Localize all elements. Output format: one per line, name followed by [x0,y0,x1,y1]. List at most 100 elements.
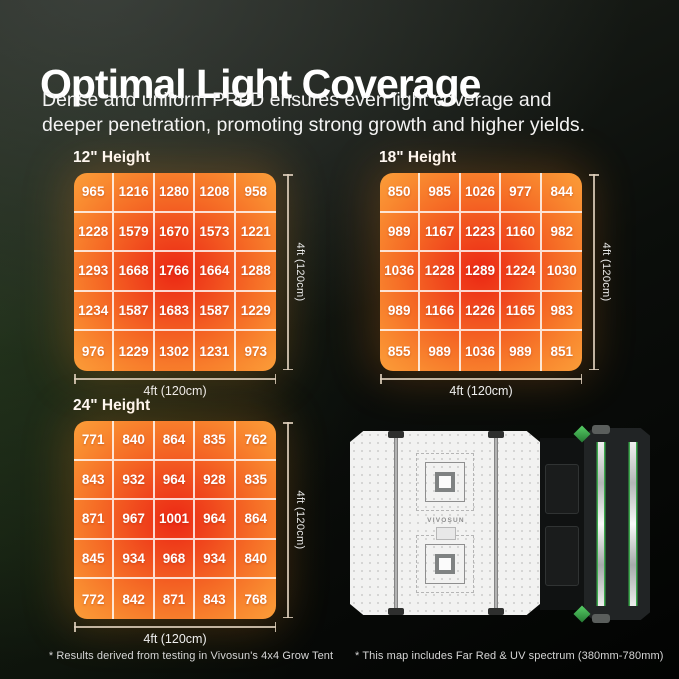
panel-hinge-seam [494,431,498,615]
heatmap-cell: 982 [541,213,582,253]
heatmap-cell: 989 [420,331,461,371]
heatmap-cell: 1216 [114,173,155,213]
vertical-dimension-label: 4ft (120cm) [294,242,306,302]
dimension-line [380,375,582,383]
heatmap-cell: 835 [195,421,236,461]
page-subtitle: Dense and uniform PPFD ensures even ligh… [42,88,585,139]
heatmap-cell: 771 [74,421,115,461]
page-title: Optimal Light Coverage [40,61,481,108]
heatmap-cell: 768 [244,591,268,607]
heatmap-cell: 1288 [235,252,276,292]
heatmap-cell: 845 [74,539,115,580]
horizontal-dimension-24in: 4ft (120cm) [74,623,276,652]
heatmap-cell: 1766 [154,252,196,292]
heatmap-wrap: 965 1216 1280 1208 958 1228 1579 1670 1573 1221 12… [74,173,306,371]
heatmap-cell: 1231 [195,331,236,371]
heatmap-cell: 1664 [195,252,236,292]
heatmap-cell: 1036 [461,331,502,371]
brand-logo: VIVOSUN [427,517,465,524]
heatmap-cell: 840 [235,540,276,580]
heatmap-cell: 976 [74,331,115,371]
heatmap-cell: 1668 [114,252,155,292]
heatmap-cell: 932 [114,460,155,501]
footnote-left: * Results derived from testing in Vivosu… [48,650,334,662]
subtitle-line-2: deeper penetration, promoting strong gro… [42,114,586,137]
vertical-dimension-18in: 4ft (120cm) [590,174,619,370]
heatmap-cell: 1226 [460,291,502,332]
heatmap-cell: 1234 [74,291,115,332]
heatmap-cell: 1166 [420,291,461,332]
heatmap-cell: 1030 [541,252,582,292]
hinge-bracket [388,431,404,438]
heatmap-cell: 871 [155,579,196,619]
heatmap-cell: 1587 [195,291,236,332]
hinge-bracket [488,608,504,615]
heatmap-cell: 840 [114,421,155,461]
heatmap-cell: 1223 [460,212,502,253]
heatmap-cell: 850 [380,173,421,213]
heatmap-cell: 973 [244,343,268,359]
heatmap-cell: 989 [380,212,421,253]
corner-knob [592,425,610,434]
heatmap-cell: 967 [114,500,155,540]
heatmap-cell: 977 [501,173,542,213]
heatmap-cell: 928 [195,460,236,501]
vertical-dimension-12in: 4ft (120cm) [284,174,313,370]
dimension-line [74,623,276,631]
heatmap-cell: 989 [380,291,421,332]
reflective-strip [630,442,636,606]
heatmap-cell: 934 [114,539,155,580]
vertical-dimension-label: 4ft (120cm) [294,490,306,550]
fixture-back-panel [584,428,650,620]
heatmap-cell: 772 [74,579,115,619]
panel-hinge-seam [394,431,398,615]
heatmap-title-12in: 12" Height [73,149,151,166]
heatmap-cell: 958 [235,173,276,213]
heatmap-cell: 985 [420,173,461,213]
led-cluster-icon [416,453,474,511]
heatmap-cell: 1221 [235,213,276,253]
heatmap-grid-18in: 850 985 1026 977 844 989 1167 1223 1160 982 1036 12… [380,173,582,371]
vertical-dimension-label: 4ft (120cm) [600,242,612,302]
heatmap-panel-24in: 24" Height 771 840 864 835 762 843 932 964 928 83… [73,398,324,652]
heatmap-cell: 989 [501,331,542,371]
heatmap-cell: 1293 [74,252,115,292]
heatmap-cell: 1036 [380,252,421,292]
heatmap-cell: 1001 [154,500,196,540]
heatmap-wrap: 850 985 1026 977 844 989 1167 1223 1160 982 1036 12… [380,173,612,371]
dimension-line [284,422,292,618]
heatmap-cell: 843 [195,579,236,619]
heatmap-cell: 1289 [460,252,502,292]
heatmap-cell: 855 [380,331,421,371]
horizontal-dimension-label: 4ft (120cm) [143,632,207,646]
dimension-line [284,174,292,370]
heatmap-cell: 983 [541,292,582,332]
heatmap-panel-18in: 18" Height 850 985 1026 977 844 989 1167 1223 11… [379,150,630,404]
heatmap-cell: 1224 [501,252,542,292]
heatmap-cell: 965 [74,173,115,213]
dimension-line [74,375,276,383]
driver-box [545,464,579,514]
heatmap-cell: 1573 [195,212,236,253]
subtitle-line-1: Dense and uniform PPFD ensures even ligh… [42,89,552,111]
horizontal-dimension-18in: 4ft (120cm) [380,375,582,404]
grow-light-product-image: VIVOSUN [350,425,652,623]
heatmap-cell: 864 [235,500,276,540]
heatmap-cell: 1167 [420,212,461,253]
heatmap-grid-12in: 965 1216 1280 1208 958 1228 1579 1670 1573 1221 12… [74,173,276,371]
heatmap-cell: 871 [74,500,115,540]
heatmap-cell: 1280 [154,173,196,213]
heatmap-cell: 1229 [235,292,276,332]
heatmap-cell: 1579 [114,212,155,253]
corner-knob [592,614,610,623]
heatmap-cell: 1165 [501,291,542,332]
heatmap-cell: 1229 [114,331,155,371]
footnote-right: * This map includes Far Red & UV spectru… [355,650,664,662]
hinge-bracket [488,431,504,438]
led-cluster-icon [416,535,474,593]
heatmap-cell: 1228 [420,252,461,292]
heatmap-cell: 964 [154,460,196,501]
heatmap-cell: 842 [114,579,155,619]
heatmap-cell: 1302 [155,331,196,371]
